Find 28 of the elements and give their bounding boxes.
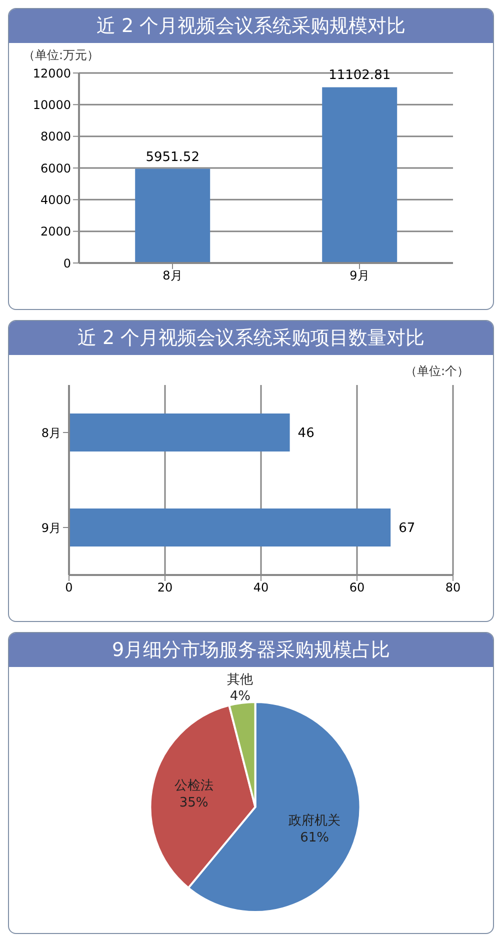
data-label: 11102.81	[328, 68, 391, 84]
chart-title: 近 2 个月视频会议系统采购规模对比	[9, 9, 493, 43]
slice-label: 其他	[227, 672, 254, 688]
y-tick-label: 2000	[40, 224, 71, 239]
text: （单位:万元）	[23, 47, 100, 64]
chart-title: 9月细分市场服务器采购规模占比	[9, 633, 493, 667]
y-tick-label: 4000	[40, 192, 71, 207]
chart-title: 近 2 个月视频会议系统采购项目数量对比	[9, 321, 493, 355]
y-tick-label: 0	[63, 256, 71, 270]
x-tick-label: 40	[253, 580, 269, 595]
y-tick-label: 12000	[32, 66, 71, 80]
y-tick-label: 9月	[41, 520, 61, 535]
text: （单位:个）	[404, 363, 469, 380]
data-label: 35%	[179, 795, 208, 810]
x-tick-label: 20	[157, 580, 173, 595]
slice-label: 公检法	[174, 778, 214, 794]
data-label: 5951.52	[146, 150, 200, 165]
data-label: 67	[398, 521, 416, 536]
y-tick-label: 8月	[41, 426, 61, 440]
data-label: 61%	[300, 830, 330, 846]
data-label: 46	[298, 426, 314, 442]
y-tick-label: 8000	[40, 130, 71, 144]
x-tick-label: 80	[445, 580, 461, 595]
slice-label: 政府机关	[288, 812, 341, 828]
y-tick-label: 6000	[40, 161, 71, 176]
y-tick-label: 10000	[32, 98, 71, 112]
x-tick-label: 60	[349, 580, 365, 595]
data-label: 4%	[230, 689, 250, 704]
